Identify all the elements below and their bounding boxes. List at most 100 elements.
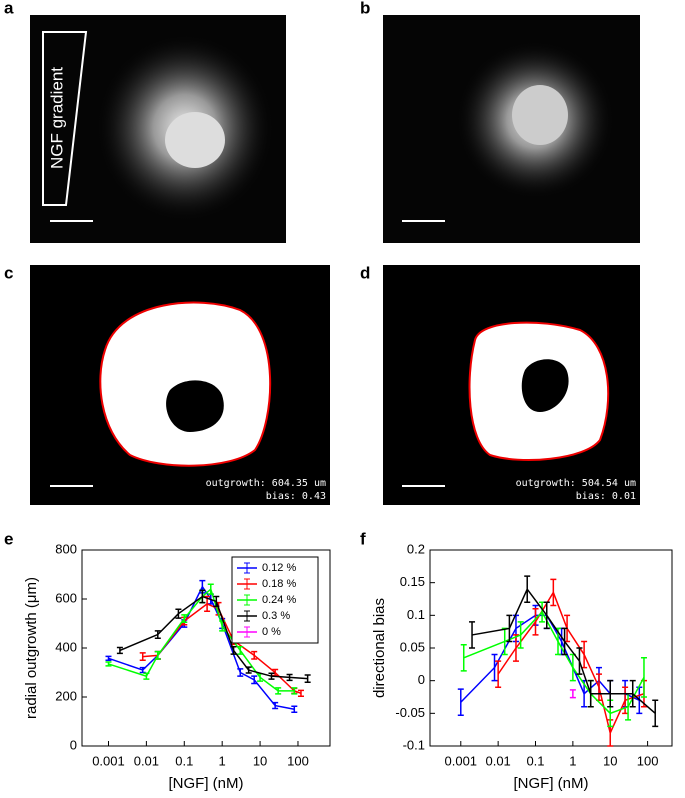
y-axis-label: directional bias [371, 598, 388, 698]
error-bar [495, 660, 502, 688]
outgrowth-text: outgrowth: 504.54 um [516, 478, 636, 489]
error-bar [506, 614, 513, 643]
legend-label: 0.3 % [262, 610, 290, 622]
series-line [119, 595, 308, 680]
error-bar [297, 689, 304, 698]
legend-label: 0.18 % [262, 578, 296, 590]
legend-swatch [244, 610, 250, 622]
y-tick-label: -0.1 [403, 737, 425, 752]
error-bar [587, 679, 594, 708]
error-bar [512, 634, 519, 662]
gradient-label: NGF gradient [47, 67, 66, 169]
error-bar [532, 608, 539, 636]
panel-letter: f [360, 529, 366, 548]
ganglion-mask [521, 359, 569, 412]
error-bar [213, 595, 220, 608]
legend-swatch [244, 626, 250, 638]
legend-swatch [244, 578, 250, 590]
y-tick-label: 800 [55, 541, 77, 556]
error-bar [652, 699, 659, 728]
error-bar [116, 646, 123, 655]
y-tick-label: 0.15 [400, 574, 425, 589]
series-line [460, 614, 640, 703]
error-bar [105, 661, 112, 667]
outgrowth-text: outgrowth: 604.35 um [206, 478, 326, 489]
error-bar [251, 650, 258, 660]
legend-label: 0.24 % [262, 594, 296, 606]
x-axis-label: [NGF] (nM) [514, 775, 589, 792]
y-tick-label: -0.05 [395, 705, 425, 720]
error-bar [154, 630, 161, 639]
ganglion-mask [166, 380, 224, 432]
panel-letter: e [4, 529, 13, 548]
x-tick-label: 0.001 [92, 753, 125, 768]
x-tick-label: 1 [219, 753, 226, 768]
legend-swatch [244, 594, 250, 606]
x-tick-label: 10 [253, 753, 267, 768]
error-bar [268, 672, 275, 680]
error-bar [139, 652, 146, 661]
ganglion-body [165, 112, 225, 168]
panel-letter: a [4, 0, 14, 17]
error-bar [569, 653, 576, 682]
y-tick-label: 600 [55, 590, 77, 605]
error-bar [457, 688, 464, 717]
panel-letter: d [360, 263, 370, 282]
error-bar [251, 675, 258, 685]
error-bar [105, 655, 112, 661]
gradient-wedge [42, 31, 88, 206]
legend-label: 0.12 % [262, 562, 296, 574]
error-bar [581, 640, 588, 669]
error-bar [275, 687, 282, 695]
series-line [471, 587, 656, 714]
error-bar [245, 666, 252, 674]
error-bar [230, 646, 237, 655]
x-tick-label: 0.001 [445, 753, 478, 768]
error-bar [607, 679, 614, 708]
y-tick-label: 0.1 [407, 607, 425, 622]
error-bar [469, 621, 476, 649]
error-bar [543, 601, 550, 630]
x-tick-label: 1 [569, 753, 576, 768]
error-bar [460, 643, 467, 672]
y-axis-label: radial outgrowth (μm) [23, 577, 40, 719]
x-tick-label: 100 [287, 753, 309, 768]
ganglion-body [512, 85, 568, 145]
error-bar [237, 668, 244, 677]
error-bar [143, 672, 150, 680]
y-tick-label: 0.2 [407, 541, 425, 556]
x-tick-label: 100 [637, 753, 659, 768]
x-tick-label: 10 [603, 753, 617, 768]
x-tick-label: 0.1 [526, 753, 544, 768]
error-bar [524, 575, 531, 604]
bias-text: bias: 0.43 [266, 491, 326, 502]
error-bar [237, 646, 244, 655]
legend-label: 0 % [262, 626, 281, 638]
y-tick-label: 400 [55, 639, 77, 654]
error-bar [517, 621, 524, 649]
error-bar [199, 589, 206, 604]
error-bar [291, 687, 298, 695]
panel-letter: c [4, 263, 13, 282]
error-bar [629, 679, 636, 708]
error-bar [272, 701, 279, 710]
x-tick-label: 0.01 [134, 753, 159, 768]
error-bar [272, 668, 279, 677]
error-bar [491, 653, 498, 682]
error-bar [304, 674, 311, 684]
y-tick-label: 0 [70, 737, 77, 752]
error-bar [175, 608, 182, 619]
error-bar [219, 620, 226, 632]
x-axis-label: [NGF] (nM) [169, 775, 244, 792]
error-bar [181, 614, 188, 624]
y-tick-label: 0 [418, 672, 425, 687]
y-tick-label: 0.05 [400, 639, 425, 654]
x-tick-label: 0.01 [485, 753, 510, 768]
panel-letter: b [360, 0, 370, 17]
error-bar [291, 705, 298, 713]
error-bar [154, 650, 161, 660]
y-tick-label: 200 [55, 688, 77, 703]
error-bar [622, 686, 629, 715]
